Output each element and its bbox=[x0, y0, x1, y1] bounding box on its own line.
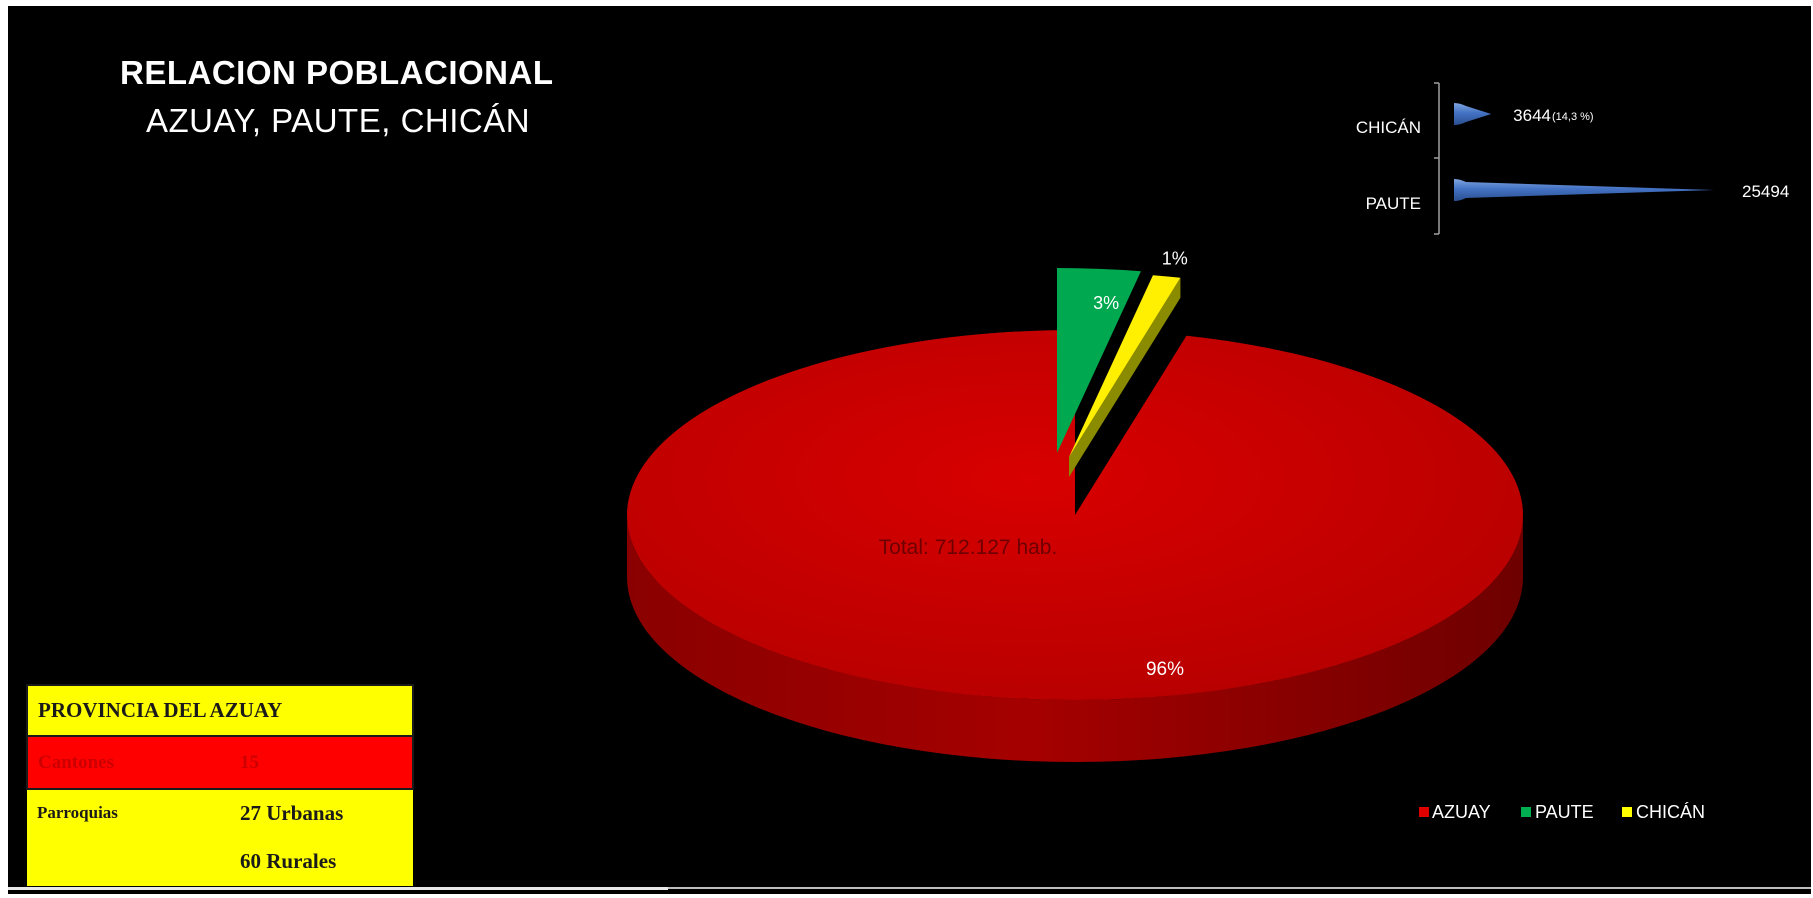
inset-category-chican: CHICÁN bbox=[1356, 118, 1421, 137]
data-label-chican: 1% bbox=[1162, 248, 1188, 268]
info-table-row-rurales: 60 Rurales bbox=[27, 836, 413, 886]
frame-edge-left bbox=[8, 887, 668, 890]
pie-slice-paute bbox=[1057, 268, 1141, 453]
inset-annotation-percent: (14,3 %) bbox=[1552, 111, 1594, 123]
inset-value-chican: 3644 bbox=[1513, 106, 1551, 125]
info-label-parroquias: Parroquias bbox=[27, 789, 239, 836]
legend-swatch-azuay bbox=[1419, 807, 1429, 817]
province-info-table: PROVINCIA DEL AZUAY Cantones 15 Parroqui… bbox=[26, 684, 414, 886]
info-table-row-parroquias: Parroquias 27 Urbanas bbox=[27, 789, 413, 836]
info-table-header-row: PROVINCIA DEL AZUAY bbox=[26, 684, 414, 737]
chart-canvas: RELACION POBLACIONAL AZUAY, PAUTE, CHICÁ… bbox=[8, 6, 1811, 894]
info-value-cantones: 15 bbox=[239, 735, 414, 790]
data-label-azuay: 96% bbox=[1146, 659, 1184, 680]
info-table-header: PROVINCIA DEL AZUAY bbox=[26, 684, 414, 737]
chart-svg: 96% 3% 1% Total: 712.127 hab. AZUAY PAUT… bbox=[627, 82, 1789, 822]
info-label-cantones: Cantones bbox=[26, 735, 239, 790]
legend-label-paute: PAUTE bbox=[1535, 802, 1594, 822]
legend-label-azuay: AZUAY bbox=[1432, 802, 1491, 822]
pie-slice-chican bbox=[1069, 275, 1181, 457]
inset-value-paute: 25494 bbox=[1742, 182, 1789, 201]
pie-annotation-total: Total: 712.127 hab. bbox=[879, 536, 1058, 559]
legend: AZUAY PAUTE CHICÁN bbox=[1419, 802, 1705, 822]
frame-edge-right bbox=[668, 887, 1811, 889]
pie-slice-azuay-side bbox=[627, 515, 1523, 762]
inset-bar-chican bbox=[1454, 103, 1492, 125]
inset-category-paute: PAUTE bbox=[1366, 194, 1421, 213]
info-table-row-cantones: Cantones 15 bbox=[26, 735, 414, 790]
chart-title: RELACION POBLACIONAL bbox=[120, 54, 554, 91]
pie-slice-chican-side bbox=[1069, 277, 1181, 477]
legend-swatch-chican bbox=[1622, 807, 1632, 817]
inset-bar-paute bbox=[1454, 179, 1714, 201]
inset-bar-chart: CHICÁN PAUTE 3644 (14,3 %) 25494 bbox=[1356, 82, 1789, 235]
chart-subtitle: AZUAY, PAUTE, CHICÁN bbox=[146, 102, 531, 139]
info-label-rurales bbox=[27, 836, 239, 886]
legend-label-chican: CHICÁN bbox=[1636, 802, 1705, 822]
info-value-rurales: 60 Rurales bbox=[239, 836, 413, 886]
info-value-urbanas: 27 Urbanas bbox=[239, 789, 413, 836]
legend-swatch-paute bbox=[1521, 807, 1531, 817]
data-label-paute: 3% bbox=[1093, 293, 1119, 313]
pie-slice-azuay bbox=[627, 330, 1524, 700]
